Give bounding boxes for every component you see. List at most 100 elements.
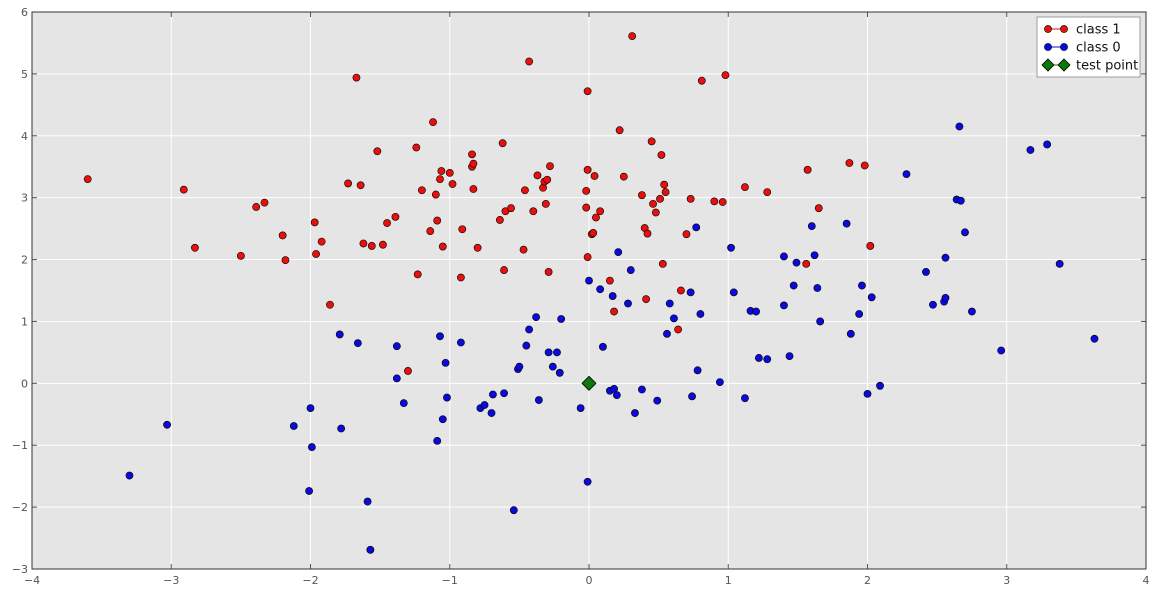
data-point: [807, 222, 816, 231]
data-point: [665, 299, 674, 308]
data-point: [589, 229, 598, 237]
data-point: [252, 203, 261, 211]
data-point: [179, 185, 188, 194]
data-point: [317, 237, 326, 246]
data-point: [260, 198, 269, 207]
data-point: [638, 191, 646, 200]
data-point: [727, 243, 735, 252]
data-point: [997, 346, 1006, 355]
data-point: [363, 497, 372, 506]
y-tick-label: 3: [21, 192, 28, 205]
data-point: [721, 71, 730, 80]
data-point: [278, 231, 287, 240]
data-point: [507, 204, 515, 213]
data-point: [543, 175, 552, 184]
data-point: [473, 243, 482, 252]
data-point: [125, 471, 134, 480]
data-point: [289, 422, 298, 430]
x-tick-label: −1: [442, 574, 458, 587]
legend-label: class 0: [1076, 41, 1121, 56]
data-point: [437, 167, 446, 175]
data-point: [624, 299, 632, 308]
data-point: [789, 281, 798, 290]
data-point: [281, 256, 290, 265]
data-point: [583, 477, 592, 486]
data-point: [359, 239, 368, 248]
data-point: [487, 409, 496, 417]
data-point: [792, 258, 801, 267]
data-point: [842, 219, 851, 228]
data-point: [555, 368, 564, 377]
data-point: [583, 165, 592, 174]
data-point: [426, 227, 435, 235]
y-tick-label: −1: [12, 439, 28, 452]
data-point: [858, 281, 866, 290]
data-point: [628, 32, 637, 41]
data-point: [356, 181, 365, 190]
data-point: [866, 242, 875, 250]
data-point: [417, 186, 426, 195]
data-point: [802, 259, 811, 268]
data-point: [956, 196, 965, 205]
y-tick-label: 0: [21, 377, 28, 390]
data-point: [688, 392, 696, 401]
data-point: [647, 137, 656, 146]
y-tick-label: 5: [21, 68, 28, 81]
data-point: [715, 378, 724, 386]
data-point: [191, 243, 199, 252]
data-point: [686, 195, 695, 203]
data-point: [532, 313, 540, 322]
data-point: [529, 207, 538, 216]
series-class-1: [83, 32, 875, 375]
legend-marker-diamond: [1041, 58, 1055, 72]
legend-marker: [1044, 43, 1052, 51]
data-point: [391, 212, 400, 221]
legend-marker: [1060, 25, 1068, 33]
data-point: [468, 150, 476, 159]
data-point: [438, 415, 447, 424]
data-point: [458, 225, 467, 234]
data-point: [710, 197, 719, 206]
data-point: [674, 325, 683, 334]
data-point: [929, 300, 937, 309]
data-point: [785, 352, 794, 361]
data-points: [83, 32, 1099, 554]
data-point: [657, 151, 666, 159]
data-point: [643, 229, 652, 238]
data-point: [392, 374, 401, 383]
data-point: [846, 329, 855, 338]
data-point: [433, 436, 442, 445]
data-point: [480, 401, 489, 409]
data-point: [544, 268, 553, 276]
data-point: [660, 180, 669, 189]
data-point: [515, 362, 524, 371]
data-point: [682, 230, 691, 239]
data-point: [307, 443, 316, 451]
data-point: [433, 216, 442, 225]
data-point: [521, 186, 529, 195]
data-point: [431, 190, 440, 199]
legend-label: class 1: [1076, 23, 1121, 38]
data-point: [557, 315, 566, 323]
data-point: [813, 284, 822, 292]
data-point: [310, 218, 319, 227]
data-point: [392, 342, 401, 351]
data-point: [596, 285, 605, 294]
data-point: [344, 179, 352, 188]
data-point: [961, 228, 969, 237]
data-point: [412, 143, 421, 152]
data-point: [366, 545, 375, 554]
data-point: [696, 310, 705, 318]
y-tick-label: 1: [21, 315, 28, 328]
x-tick-label: −2: [302, 574, 318, 587]
data-point: [902, 170, 911, 179]
data-point: [763, 355, 772, 364]
data-point: [500, 266, 508, 274]
data-point: [780, 301, 788, 310]
x-tick-label: 4: [1143, 574, 1150, 587]
data-point: [590, 172, 599, 180]
data-point: [236, 251, 245, 260]
data-point: [335, 330, 344, 339]
x-tick-label: 2: [864, 574, 871, 587]
data-point: [546, 162, 554, 171]
